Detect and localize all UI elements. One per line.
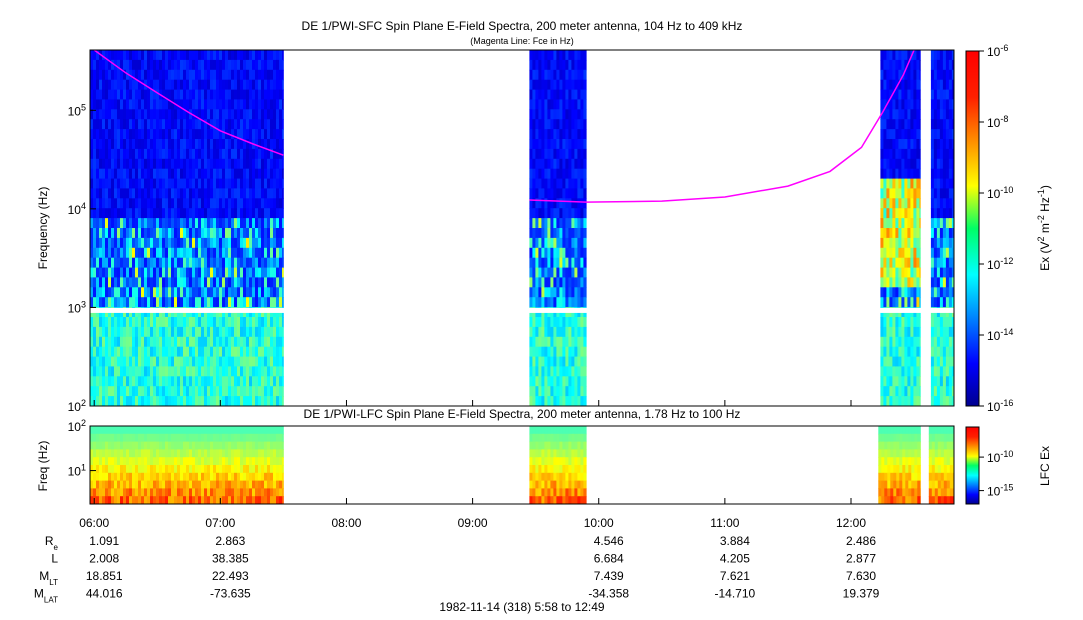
sfc-y-axis: 102 103 104 105 (68, 102, 96, 414)
ephemeris-value: 22.493 (212, 569, 249, 583)
sfc-y-axis-label: Frequency (Hz) (36, 187, 50, 270)
sfc-data-segment (880, 50, 921, 406)
sfc-y-tick-label: 105 (68, 102, 86, 118)
lfc-data-segment (529, 426, 587, 504)
lfc-y-axis: 101 102 (68, 418, 96, 479)
time-tick-label: 08:00 (331, 516, 361, 530)
lfc-y-axis-label: Freq (Hz) (36, 441, 50, 492)
lower-panel-title: DE 1/PWI-LFC Spin Plane E-Field Spectra,… (304, 407, 741, 421)
lfc-plot-frame (89, 425, 955, 505)
time-tick-label: 06:00 (79, 516, 109, 530)
lfc-colorbar-gradient (965, 426, 980, 505)
lfc-colorbar-label: LFC Ex (1038, 446, 1052, 486)
ephemeris-value: 6.684 (594, 552, 624, 566)
ephemeris-value: 2.486 (846, 534, 876, 548)
sfc-data-segment (529, 50, 587, 406)
sfc-colorbar-tick-label: 10-10 (987, 185, 1013, 201)
sfc-spectrogram (89, 49, 955, 407)
ephemeris-table: Re 1.091 2.863 4.546 3.884 2.486 L 2.008 38.385 6… (34, 534, 880, 604)
ephemeris-row-label: MLT (39, 569, 58, 587)
ephemeris-value: 38.385 (212, 552, 249, 566)
lfc-data-segment (928, 426, 954, 504)
ephemeris-value: 1.091 (89, 534, 119, 548)
ephemeris-value: 2.877 (846, 552, 876, 566)
sfc-colorbar-tick-label: 10-8 (987, 114, 1008, 130)
ephemeris-row-label: MLAT (34, 587, 58, 605)
ephemeris-value: 4.546 (594, 534, 624, 548)
footer-date-range: 1982-11-14 (318) 5:58 to 12:49 (439, 600, 605, 614)
ephemeris-value: -34.358 (588, 587, 629, 601)
sfc-plot-frame (89, 49, 955, 407)
fce-line (93, 50, 915, 203)
lfc-colorbar-tick-label: 10-15 (987, 483, 1013, 499)
sfc-receiver-gap (90, 307, 954, 313)
time-tick-label: 12:00 (836, 516, 866, 530)
ephemeris-value: 7.621 (720, 569, 750, 583)
sfc-colorbar-tick-label: 10-12 (987, 256, 1013, 272)
ephemeris-value: 2.863 (215, 534, 245, 548)
top-panel-title: DE 1/PWI-SFC Spin Plane E-Field Spectra,… (302, 19, 743, 33)
sfc-colorbar-label: Ex (V2 m-2 Hz-1) (1036, 185, 1052, 271)
ephemeris-row-label: L (51, 552, 58, 566)
ephemeris-value: 18.851 (86, 569, 123, 583)
sfc-y-tick-label: 104 (68, 201, 86, 217)
sfc-colorbar-tick-label: 10-14 (987, 327, 1013, 343)
sfc-data-segment (930, 50, 954, 406)
sfc-y-tick-label: 103 (68, 299, 86, 315)
ephemeris-value: 19.379 (843, 587, 880, 601)
sfc-y-tick-label: 102 (68, 398, 86, 414)
lfc-spectrogram (89, 425, 955, 505)
ephemeris-value: 44.016 (86, 587, 123, 601)
ephemeris-value: 4.205 (720, 552, 750, 566)
lfc-data-segment (878, 426, 921, 504)
lfc-colorbar: 10-10 10-15 LFC Ex (965, 426, 1052, 505)
time-tick-label: 11:00 (710, 516, 739, 530)
ephemeris-value: 3.884 (720, 534, 750, 548)
ephemeris-value: 7.630 (846, 569, 876, 583)
time-tick-label: 07:00 (205, 516, 235, 530)
sfc-colorbar-tick-label: 10-16 (987, 398, 1013, 414)
sfc-data-segment (90, 50, 284, 406)
lfc-y-tick-label: 101 (68, 463, 86, 479)
ephemeris-value: 7.439 (594, 569, 624, 583)
time-tick-label: 10:00 (584, 516, 614, 530)
sfc-colorbar: 10-6 10-8 10-10 10-12 10-14 10-16 Ex (V2 m-2 … (965, 43, 1052, 414)
sfc-colorbar-gradient (965, 50, 980, 407)
ephemeris-row-label: Re (45, 534, 59, 552)
top-panel-subtitle: (Magenta Line: Fce in Hz) (470, 36, 574, 46)
sfc-colorbar-tick-label: 10-6 (987, 43, 1008, 59)
time-tick-label: 09:00 (458, 516, 488, 530)
ephemeris-value: -14.710 (715, 587, 756, 601)
lfc-y-tick-label: 102 (68, 418, 86, 434)
time-axis: 06:00 07:00 08:00 09:00 10:00 11:00 12:00 (79, 400, 866, 530)
lfc-data-segment (90, 426, 284, 504)
ephemeris-value: -73.635 (210, 587, 251, 601)
ephemeris-value: 2.008 (89, 552, 119, 566)
lfc-colorbar-tick-label: 10-10 (987, 449, 1013, 465)
